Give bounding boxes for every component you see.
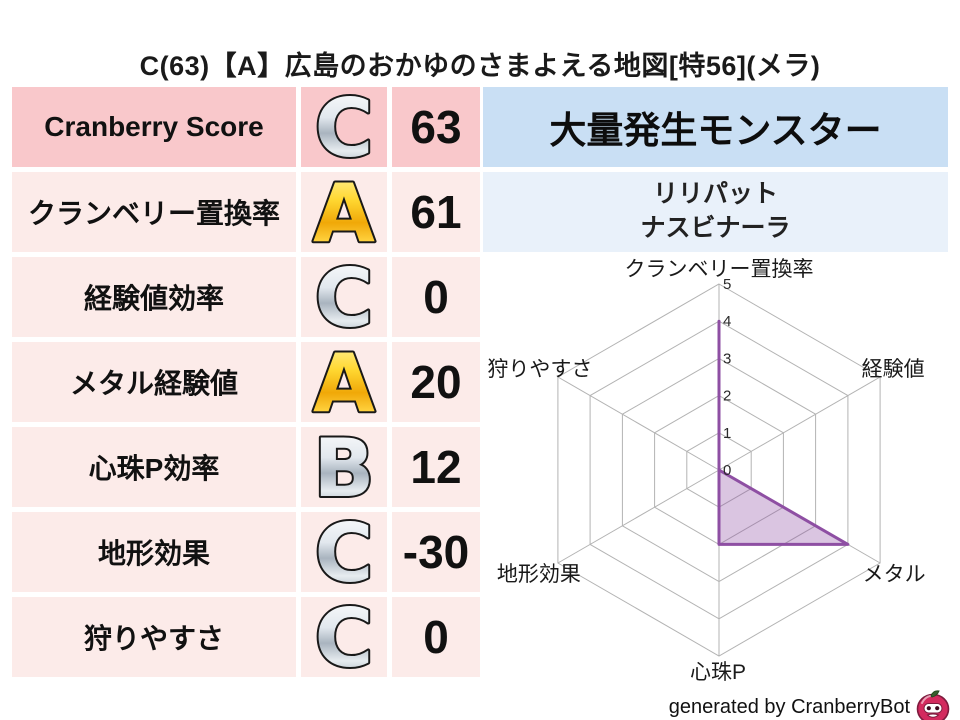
stat-label: 心珠P効率: [12, 427, 296, 507]
svg-text:B: B: [314, 427, 375, 507]
stat-grade: C: [301, 87, 387, 167]
stat-label: Cranberry Score: [12, 87, 296, 167]
svg-text:メタル: メタル: [863, 563, 926, 586]
svg-text:3: 3: [723, 350, 731, 367]
svg-text:経験値: 経験値: [862, 358, 925, 381]
svg-text:2: 2: [723, 388, 731, 405]
monster-name: リリパット: [652, 180, 778, 209]
stat-value: 20: [392, 342, 480, 422]
stat-value: 61: [392, 172, 480, 252]
svg-text:C: C: [315, 512, 374, 592]
grade-letter-icon: C: [313, 257, 376, 337]
table-row: Cranberry Score C 63: [12, 87, 480, 167]
cranberry-mascot-icon: [916, 690, 950, 720]
svg-text:1: 1: [723, 425, 731, 442]
svg-text:クランベリー置換率: クランベリー置換率: [625, 258, 814, 281]
svg-text:5: 5: [723, 276, 731, 293]
grade-letter-icon: B: [312, 427, 377, 507]
credit-text: generated by CranberryBot: [668, 695, 910, 718]
grade-letter-icon: C: [313, 87, 376, 167]
svg-text:4: 4: [723, 313, 731, 330]
stat-value: 0: [392, 597, 480, 677]
table-row: 心珠P効率 B 12: [12, 427, 480, 507]
stat-grade: C: [301, 257, 387, 337]
stat-value: 0: [392, 257, 480, 337]
stat-grade: C: [301, 597, 387, 677]
svg-text:C: C: [315, 87, 374, 167]
svg-text:C: C: [315, 257, 374, 337]
stat-grade: C: [301, 512, 387, 592]
grade-letter-icon: A: [311, 172, 377, 252]
table-row: クランベリー置換率 A 61: [12, 172, 480, 252]
svg-text:地形効果: 地形効果: [497, 563, 581, 586]
footer-credit: generated by CranberryBot: [669, 688, 952, 720]
svg-text:A: A: [313, 342, 375, 422]
grade-letter-icon: C: [313, 597, 376, 677]
svg-text:0: 0: [723, 462, 731, 479]
svg-text:A: A: [313, 172, 375, 252]
table-row: メタル経験値 A 20: [12, 342, 480, 422]
monster-panel-header: 大量発生モンスター: [483, 87, 948, 167]
table-row: 地形効果 C -30: [12, 512, 480, 592]
stat-value: -30: [392, 512, 480, 592]
table-row: 狩りやすさ C 0: [12, 597, 480, 677]
monster-list: リリパット ナスビナーラ: [483, 172, 948, 252]
stat-grade: A: [301, 342, 387, 422]
table-row: 経験値効率 C 0: [12, 257, 480, 337]
stats-table: Cranberry Score C 63 クランベリー置換率 A 61 経験値効…: [12, 87, 480, 682]
stat-value: 63: [392, 87, 480, 167]
stat-grade: A: [301, 172, 387, 252]
stat-label: クランベリー置換率: [12, 172, 296, 252]
stat-label: 経験値効率: [12, 257, 296, 337]
stat-label: 地形効果: [12, 512, 296, 592]
svg-text:C: C: [315, 597, 374, 677]
svg-text:狩りやすさ: 狩りやすさ: [487, 358, 592, 381]
monster-name: ナスビナーラ: [640, 214, 791, 242]
stat-value: 12: [392, 427, 480, 507]
stat-label: メタル経験値: [12, 342, 296, 422]
grade-letter-icon: A: [311, 342, 377, 422]
stat-grade: B: [301, 427, 387, 507]
svg-text:心珠P: 心珠P: [690, 661, 746, 684]
grade-letter-icon: C: [313, 512, 376, 592]
stat-label: 狩りやすさ: [12, 597, 296, 677]
page-title: C(63)【A】広島のおかゆのさまよえる地図[特56](メラ): [139, 51, 821, 81]
